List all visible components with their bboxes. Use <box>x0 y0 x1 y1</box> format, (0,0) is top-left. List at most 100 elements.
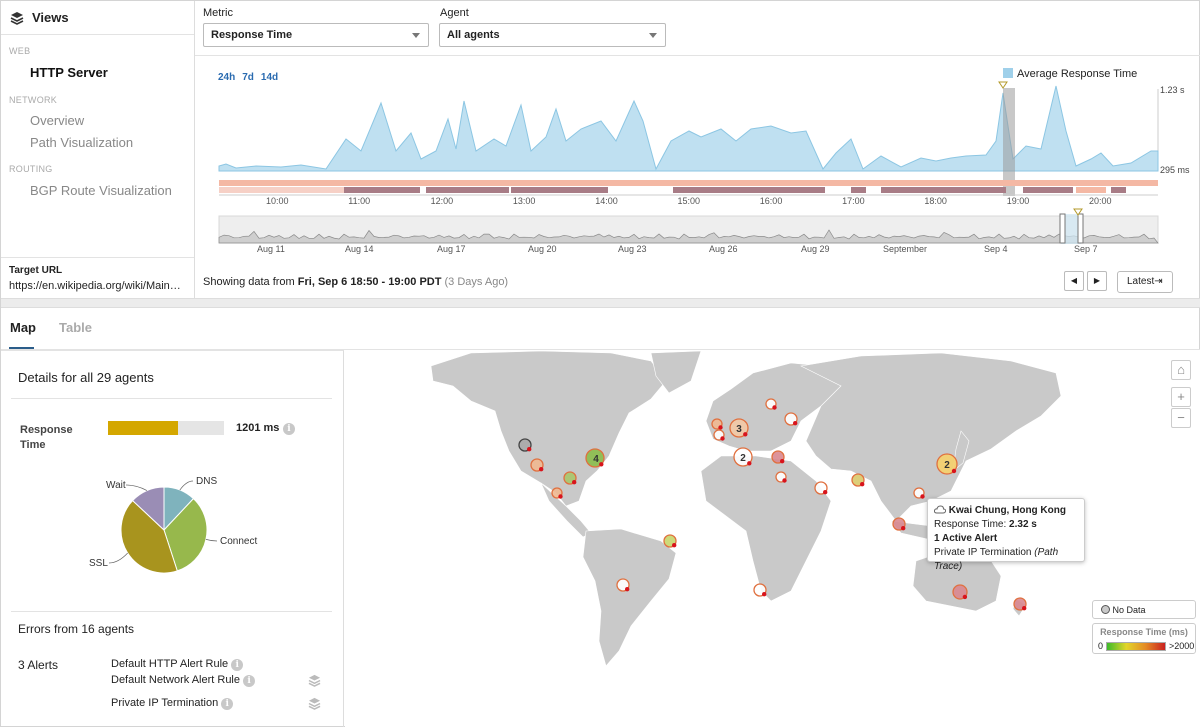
metric-select[interactable]: Response Time <box>203 23 429 47</box>
alert-dot <box>772 405 777 410</box>
hour-tick: 16:00 <box>759 196 783 206</box>
latest-button[interactable]: Latest⇥ <box>1117 271 1173 293</box>
brush-handle-left[interactable] <box>1059 213 1066 244</box>
tooltip-active-alert: 1 Active Alert <box>934 533 998 544</box>
alert-dot <box>625 587 630 592</box>
alert-private-ip-label: Private IP Termination <box>111 697 219 709</box>
prev-button[interactable]: ◀ <box>1064 271 1084 291</box>
section-label-web: WEB <box>9 46 31 56</box>
response-area <box>218 85 1159 172</box>
alert-dot <box>762 592 767 597</box>
alert-band-segment <box>1076 187 1106 193</box>
section-label-network: NETWORK <box>9 95 58 105</box>
zoom-out-button[interactable]: − <box>1171 408 1191 428</box>
response-time-chart[interactable] <box>1 1 1200 298</box>
errors-divider <box>11 611 332 612</box>
agent-marker[interactable] <box>585 448 605 468</box>
alert-private-ip[interactable]: Private IP Termination i <box>111 697 234 710</box>
day-tick: Aug 14 <box>345 244 374 254</box>
alert-default-network[interactable]: Default Network Alert Rule i <box>111 674 256 687</box>
pie-slice-ssl[interactable] <box>120 499 178 574</box>
alert-default-http[interactable]: Default HTTP Alert Rule i <box>111 658 244 671</box>
info-icon[interactable]: i <box>221 698 234 710</box>
tab-map[interactable]: Map <box>10 320 36 335</box>
cluster-count: 2 <box>740 453 746 464</box>
alert-dot <box>782 478 787 483</box>
alert-dot <box>743 432 748 437</box>
range-7d[interactable]: 7d <box>242 72 254 83</box>
hour-tick: 10:00 <box>266 196 289 206</box>
layers-icon[interactable] <box>308 674 321 687</box>
cluster-count: 3 <box>736 424 742 435</box>
response-time-label-line1: Response <box>20 424 73 436</box>
next-button[interactable]: ▶ <box>1087 271 1107 291</box>
greenland-shape <box>650 350 702 394</box>
minus-icon: − <box>1177 410 1185 425</box>
alert-band-segment <box>1111 187 1126 193</box>
agent-tooltip: Kwai Chung, Hong Kong Response Time: 2.3… <box>927 498 1085 572</box>
alert-dot <box>747 461 752 466</box>
africa-shape <box>700 455 832 602</box>
asia-shape <box>800 352 1062 522</box>
alert-band-segment <box>511 187 608 193</box>
alert-dot <box>823 490 828 495</box>
layers-icon[interactable] <box>308 697 321 710</box>
pie-label-dns: DNS <box>196 476 217 487</box>
world-map[interactable]: 3 2 4 2 <box>345 350 1200 727</box>
south-america-shape <box>582 528 677 667</box>
tabs-divider <box>1 349 1200 350</box>
pie-slice-wait[interactable] <box>131 486 165 532</box>
brush-handle-right[interactable] <box>1077 213 1084 244</box>
selection-marker-icon[interactable] <box>998 81 1008 89</box>
sidebar-item-bgp-route-visualization[interactable]: BGP Route Visualization <box>30 183 172 198</box>
chevron-left-icon: ◀ <box>1070 276 1078 285</box>
showing-prefix: Showing data from <box>203 276 298 288</box>
agent-marker[interactable] <box>936 453 958 475</box>
agent-marker[interactable] <box>733 447 753 467</box>
timing-pie-chart: DNS Connect SSL Wait <box>89 476 257 574</box>
alert-dot <box>793 421 798 426</box>
overview-brush[interactable] <box>1061 214 1081 244</box>
alert-dot <box>901 526 906 531</box>
alert-band-segment <box>344 187 420 193</box>
plus-icon: + <box>1177 389 1185 404</box>
tab-table[interactable]: Table <box>59 320 92 335</box>
map-home-button[interactable]: ⌂ <box>1171 360 1191 380</box>
showing-ago: (3 Days Ago) <box>444 276 509 288</box>
agent-select[interactable]: All agents <box>439 23 666 47</box>
agent-marker[interactable] <box>729 418 749 438</box>
agent-select-value: All agents <box>447 29 500 41</box>
errors-heading: Errors from 16 agents <box>18 622 135 636</box>
active-tab-indicator <box>9 347 34 350</box>
hour-tick: 18:00 <box>924 196 947 206</box>
panel-divider[interactable] <box>1 298 1200 308</box>
pie-label-connect: Connect <box>220 536 257 547</box>
range-14d[interactable]: 14d <box>260 72 279 83</box>
hour-tick: 17:00 <box>842 196 865 206</box>
day-tick: Sep 4 <box>984 244 1008 254</box>
cluster-count: 2 <box>944 460 950 471</box>
pie-leader-line <box>108 552 128 564</box>
pie-label-ssl: SSL <box>89 558 108 569</box>
info-icon[interactable]: i <box>243 675 256 687</box>
sidebar-item-http-server[interactable]: HTTP Server <box>30 65 108 80</box>
pie-leader-line <box>179 480 194 491</box>
day-tick: Aug 23 <box>618 244 647 254</box>
alert-band-segment <box>426 187 509 193</box>
pie-label-wait: Wait <box>106 480 126 491</box>
pie-slice-connect[interactable] <box>163 497 208 572</box>
zoom-in-button[interactable]: + <box>1171 387 1191 407</box>
selection-window[interactable] <box>1003 88 1015 196</box>
north-america-shape <box>430 350 667 507</box>
legend-response-time: Response Time (ms) 0 >2000 <box>1092 623 1196 654</box>
hour-tick: 11:00 <box>348 196 371 206</box>
sidebar-item-path-visualization[interactable]: Path Visualization <box>30 135 134 150</box>
legend-no-data: No Data <box>1092 600 1196 619</box>
range-24h[interactable]: 24h <box>218 72 236 83</box>
info-icon[interactable]: i <box>231 659 244 671</box>
sidebar-item-overview[interactable]: Overview <box>30 113 85 128</box>
continents <box>430 350 1062 667</box>
info-icon[interactable]: i <box>283 423 295 435</box>
pie-leader-line <box>125 484 148 491</box>
alert-band-top <box>219 180 1158 186</box>
